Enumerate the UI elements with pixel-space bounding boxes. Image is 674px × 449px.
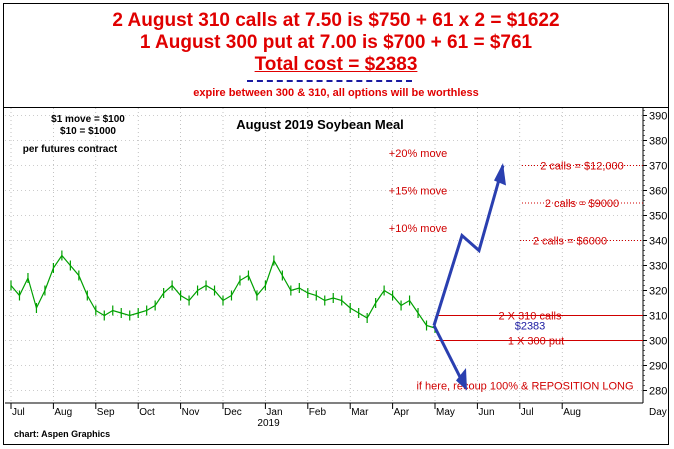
note-line: $10 = $1000 — [60, 126, 116, 137]
y-tick-label: 330 — [649, 261, 667, 273]
down-arrow-head — [456, 368, 467, 391]
up-arrow-head — [494, 163, 506, 186]
put-cost-line: 1 August 300 put at 7.00 is $700 + 61 = … — [139, 32, 533, 53]
x-tick-label: Oct — [139, 407, 155, 418]
source-label: chart: Aspen Graphics — [14, 429, 110, 439]
x-axis-label: Day — [649, 407, 667, 418]
scenario-label: 1 X 300 put — [508, 336, 564, 348]
up-arrow-line — [432, 165, 505, 326]
chart-frame: 2 August 310 calls at 7.50 is $750 + 61 … — [3, 3, 669, 445]
x-tick-label: Jul — [12, 407, 25, 418]
y-tick-label: 320 — [649, 286, 667, 298]
y-tick-label: 310 — [649, 311, 667, 323]
bottom-annotation: if here, recoup 100% & REPOSITION LONG — [416, 381, 633, 393]
x-tick-label: Sep — [97, 407, 115, 418]
note-line: per futures contract — [23, 144, 118, 155]
y-tick-label: 360 — [649, 186, 667, 198]
x-tick-label: Dec — [224, 407, 242, 418]
expiry-note: expire between 300 & 310, all options wi… — [193, 87, 479, 99]
total-underline — [247, 80, 412, 82]
y-tick-label: 350 — [649, 211, 667, 223]
x-tick-label: Aug — [563, 407, 581, 418]
calls-cost-line: 2 August 310 calls at 7.50 is $750 + 61 … — [112, 10, 560, 31]
scenario-label: 2 calls = $12,000 — [540, 161, 623, 173]
y-tick-label: 370 — [649, 161, 667, 173]
x-tick-label: Feb — [309, 407, 327, 418]
cost-annotation: $2383 — [515, 321, 546, 333]
move-annotation: +15% move — [389, 186, 447, 198]
y-tick-label: 390 — [649, 111, 667, 123]
x-tick-label: Jun — [478, 407, 494, 418]
x-tick-label: Nov — [182, 407, 200, 418]
year-label: 2019 — [257, 418, 280, 429]
scenario-label: 2 calls = $6000 — [533, 236, 607, 248]
y-tick-label: 340 — [649, 236, 667, 248]
x-tick-label: Apr — [394, 407, 410, 418]
y-tick-label: 380 — [649, 136, 667, 148]
scenario-label: 2 X 310 calls — [499, 311, 562, 323]
x-tick-label: May — [436, 407, 455, 418]
chart-title: August 2019 Soybean Meal — [236, 117, 404, 132]
y-tick-label: 290 — [649, 361, 667, 373]
x-tick-label: Jul — [521, 407, 534, 418]
move-annotation: +20% move — [389, 148, 447, 160]
note-line: $1 move = $100 — [51, 114, 125, 125]
x-tick-label: Jan — [266, 407, 282, 418]
y-tick-label: 300 — [649, 336, 667, 348]
x-tick-label: Aug — [54, 407, 72, 418]
scenario-label: 2 calls = $9000 — [545, 198, 619, 210]
total-cost-line: Total cost = $2383 — [254, 54, 418, 75]
down-arrow-line — [432, 324, 465, 384]
price-line — [10, 254, 436, 329]
y-tick-label: 280 — [649, 386, 667, 398]
options-cost-header: 2 August 310 calls at 7.50 is $750 + 61 … — [4, 4, 668, 108]
x-tick-label: Mar — [351, 407, 369, 418]
move-annotation: +10% move — [389, 223, 447, 235]
